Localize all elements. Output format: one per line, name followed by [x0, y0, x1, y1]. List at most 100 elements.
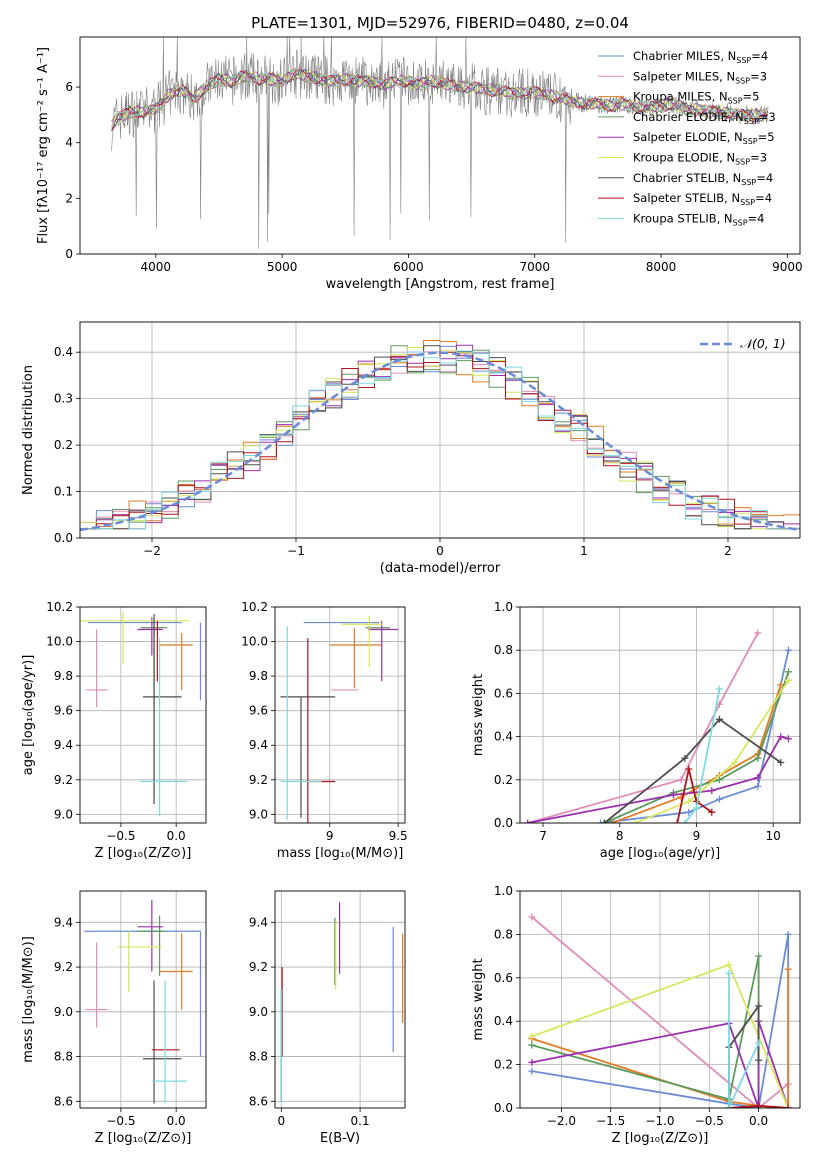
series-marker — [528, 1058, 536, 1066]
x-tick-label: 0.0 — [749, 1114, 768, 1128]
error-bar-point — [85, 629, 108, 708]
error-bar-point — [117, 931, 162, 992]
y-tick-label: 10.2 — [46, 600, 73, 614]
series-line — [603, 718, 782, 823]
error-bar-point — [137, 899, 163, 972]
y-axis-label: mass [log₁₀(M/M⊙)] — [21, 936, 36, 1063]
series-marker — [708, 808, 716, 816]
y-tick-label: 0.2 — [494, 1058, 513, 1072]
y-tick-label: 9.4 — [54, 738, 73, 752]
error-bar-point — [368, 620, 399, 682]
error-bar-point — [139, 638, 188, 817]
x-tick-label: −0.5 — [695, 1114, 724, 1128]
y-tick-label: 0.2 — [494, 773, 513, 787]
model-line — [111, 68, 769, 122]
y-tick-label: 9.0 — [54, 1005, 73, 1019]
x-axis-label: Z [log₁₀(Z/Z⊙)] — [612, 1131, 709, 1146]
plot-area — [280, 902, 404, 1102]
y-tick-label: 0.0 — [54, 531, 73, 545]
hist-step — [80, 345, 800, 530]
y-tick-label: 1.0 — [494, 600, 513, 614]
series-marker — [597, 819, 605, 823]
series-marker — [715, 685, 723, 693]
error-bar-point — [143, 980, 182, 1104]
y-tick-label: 0.4 — [494, 730, 513, 744]
model-line — [111, 69, 769, 131]
y-axis-label: age [log₁₀(age/yr)] — [21, 655, 36, 776]
legend-entry: Salpeter STELIB, NSSP=4 — [633, 191, 772, 207]
x-tick-label: 0.0 — [167, 1114, 186, 1128]
panel-age-vs-Z: −0.5 0.0 9.0 9.2 9.4 9.6 9.8 10.0 10.2 Z [log₁₀(Z… — [21, 600, 207, 861]
series-marker — [731, 759, 739, 767]
y-tick-label: 9.8 — [54, 669, 73, 683]
y-tick-label: 8.8 — [54, 1050, 73, 1064]
panel-mass-weight-vs-Z: −2.0 −1.5 −1.0 −0.5 0.0 0.0 0.2 0.4 0.6 0.8 1.0 Z [… — [471, 884, 801, 1146]
series-marker — [715, 776, 723, 784]
y-tick-label: 9.4 — [249, 738, 268, 752]
x-tick-label: −2.0 — [547, 1114, 576, 1128]
axes-frame — [274, 890, 406, 1109]
y-tick-label: 8.6 — [54, 1094, 73, 1108]
series-marker — [528, 913, 536, 921]
x-tick-label: 0 — [436, 544, 444, 558]
series-marker — [777, 733, 785, 741]
series-marker — [685, 765, 693, 773]
plot-area — [524, 629, 792, 823]
y-tick-label: 8.8 — [249, 1050, 268, 1064]
panel-mass-vs-Z: −0.5 0.0 8.6 8.8 9.0 9.2 9.4 Z [log₁₀(Z/Z⊙)] mas… — [21, 890, 207, 1146]
series-line — [634, 679, 790, 823]
y-tick-label: 6 — [65, 80, 73, 94]
series-marker — [784, 668, 792, 676]
series-marker — [784, 676, 792, 684]
y-tick-label: 0.3 — [54, 392, 73, 406]
axes-frame — [519, 606, 801, 824]
x-tick-label: 10 — [766, 829, 781, 843]
legend-entry: Kroupa MILES, NSSP=5 — [633, 90, 759, 106]
legend-entry: Kroupa STELIB, NSSP=4 — [633, 211, 764, 227]
x-axis-label: (data-model)/error — [380, 561, 501, 576]
x-tick-label: 9 — [693, 829, 701, 843]
y-tick-label: 4 — [65, 136, 73, 150]
y-tick-label: 0.2 — [54, 438, 73, 452]
x-tick-label: 9 — [326, 829, 334, 843]
error-bar-point — [342, 615, 384, 668]
series-line — [527, 632, 759, 823]
series-marker — [755, 1056, 763, 1064]
hist-step — [80, 340, 800, 530]
x-axis-label: wavelength [Angstrom, rest frame] — [326, 277, 555, 292]
axes-frame — [519, 890, 801, 1109]
series-marker — [673, 819, 681, 823]
series-marker — [754, 782, 762, 790]
y-tick-label: 9.4 — [54, 915, 73, 929]
x-tick-label: 7 — [539, 829, 547, 843]
legend-entry: Chabrier ELODIE, NSSP=3 — [633, 110, 776, 126]
x-tick-label: −1.0 — [645, 1114, 674, 1128]
panel-mass-weight-vs-age: 7 8 9 10 0.0 0.2 0.4 0.6 0.8 1.0 age [log₁₀(age/yr… — [471, 600, 801, 861]
series-marker — [681, 819, 689, 823]
axes-frame — [274, 606, 406, 824]
error-bar-point — [80, 612, 190, 665]
axes-frame — [79, 36, 801, 255]
series-line — [531, 955, 760, 1108]
y-tick-label: 9.2 — [54, 960, 73, 974]
x-axis-label: Z [log₁₀(Z/Z⊙)] — [95, 1131, 192, 1146]
x-axis-label: mass [log₁₀(M/M⊙)] — [277, 846, 404, 861]
y-tick-label: 0.1 — [54, 485, 73, 499]
x-axis-label: Z [log₁₀(Z/Z⊙)] — [95, 846, 192, 861]
axes-frame — [79, 321, 801, 539]
error-bar-point — [85, 942, 108, 1028]
y-tick-label: 9.4 — [249, 915, 268, 929]
series-marker — [784, 965, 792, 973]
error-bar-point — [159, 933, 193, 1010]
y-tick-label: 0.8 — [494, 643, 513, 657]
y-tick-label: 9.2 — [249, 773, 268, 787]
error-bar-point — [159, 632, 193, 690]
series-marker — [608, 819, 616, 823]
y-tick-label: 0.4 — [54, 345, 73, 359]
model-line — [111, 69, 769, 130]
series-marker — [600, 819, 608, 823]
series-marker — [755, 1102, 763, 1108]
legend-entry: Chabrier MILES, NSSP=4 — [633, 49, 768, 65]
y-tick-label: 9.8 — [249, 669, 268, 683]
